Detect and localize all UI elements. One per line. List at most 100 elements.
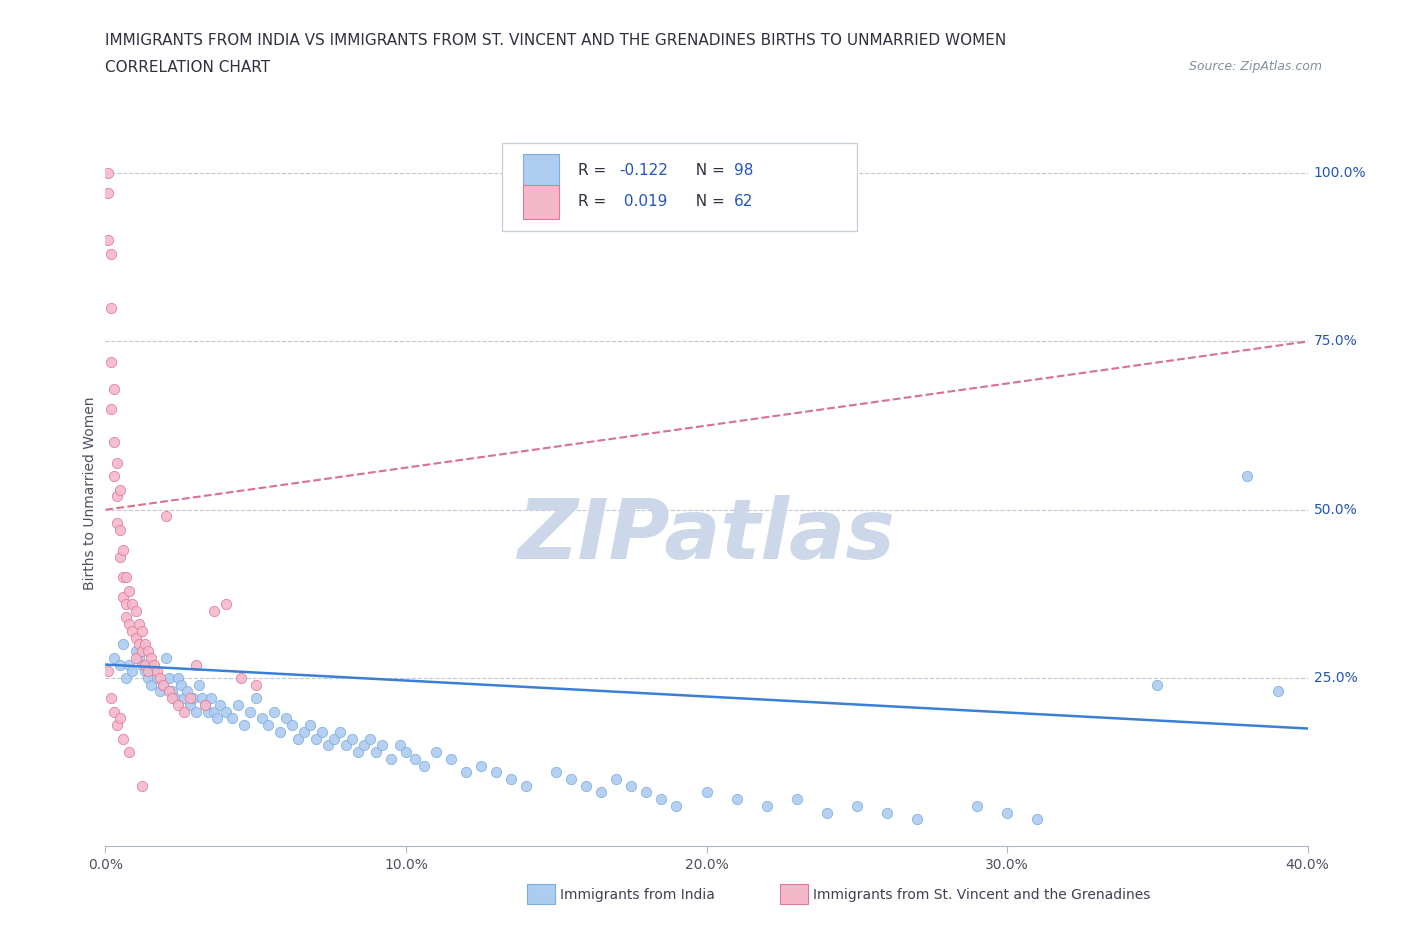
Point	[100, 691, 122, 706]
Text: N =: N =	[686, 194, 730, 209]
Point	[173, 704, 195, 719]
Point	[311, 724, 333, 739]
Text: R =: R =	[578, 163, 612, 179]
FancyBboxPatch shape	[502, 143, 856, 232]
Point	[112, 731, 135, 746]
Point	[97, 664, 120, 679]
Point	[214, 596, 236, 611]
Point	[281, 718, 304, 733]
Point	[107, 516, 129, 531]
Point	[425, 745, 447, 760]
Point	[347, 745, 370, 760]
Point	[131, 644, 153, 658]
Point	[110, 523, 132, 538]
Point	[995, 805, 1018, 820]
Text: 25.0%: 25.0%	[1313, 671, 1357, 685]
Point	[103, 650, 125, 665]
Point	[128, 617, 150, 631]
Point	[214, 704, 236, 719]
Point	[353, 737, 375, 752]
Point	[115, 610, 138, 625]
Point	[263, 704, 285, 719]
Point	[124, 604, 146, 618]
Point	[575, 778, 598, 793]
Point	[142, 658, 165, 672]
Point	[128, 650, 150, 665]
Point	[179, 691, 201, 706]
Point	[515, 778, 537, 793]
Point	[145, 671, 167, 685]
Point	[166, 698, 188, 712]
Point	[97, 186, 120, 201]
Point	[121, 596, 143, 611]
Point	[112, 543, 135, 558]
Point	[131, 658, 153, 672]
Point	[139, 650, 162, 665]
Point	[205, 711, 228, 725]
Point	[876, 805, 898, 820]
Point	[110, 711, 132, 725]
Text: CORRELATION CHART: CORRELATION CHART	[105, 60, 270, 75]
Point	[107, 455, 129, 470]
Point	[131, 778, 153, 793]
Text: Immigrants from St. Vincent and the Grenadines: Immigrants from St. Vincent and the Gren…	[813, 887, 1150, 902]
Point	[620, 778, 643, 793]
Point	[181, 691, 204, 706]
Point	[194, 698, 217, 712]
Point	[194, 698, 217, 712]
Point	[200, 691, 222, 706]
Point	[157, 671, 180, 685]
Point	[1146, 677, 1168, 692]
Point	[155, 509, 177, 524]
Point	[142, 664, 165, 679]
Point	[501, 772, 523, 787]
Point	[124, 644, 146, 658]
Point	[546, 764, 568, 779]
Point	[229, 671, 252, 685]
Point	[118, 583, 141, 598]
Point	[292, 724, 315, 739]
Point	[121, 664, 143, 679]
Point	[184, 658, 207, 672]
Text: ZIPatlas: ZIPatlas	[517, 495, 896, 576]
Point	[665, 799, 688, 814]
Point	[359, 731, 381, 746]
Point	[245, 677, 267, 692]
Point	[118, 658, 141, 672]
Point	[157, 684, 180, 699]
Point	[605, 772, 627, 787]
Point	[134, 637, 156, 652]
Text: Source: ZipAtlas.com: Source: ZipAtlas.com	[1188, 60, 1322, 73]
Point	[966, 799, 988, 814]
Point	[136, 644, 159, 658]
Point	[176, 684, 198, 699]
Text: 75.0%: 75.0%	[1313, 335, 1357, 349]
Point	[245, 691, 267, 706]
Point	[197, 704, 219, 719]
Point	[110, 482, 132, 497]
FancyBboxPatch shape	[523, 185, 558, 219]
Point	[160, 691, 183, 706]
Point	[139, 658, 162, 672]
Point	[650, 791, 672, 806]
Point	[485, 764, 508, 779]
Point	[786, 791, 808, 806]
Point	[636, 785, 658, 800]
Point	[110, 658, 132, 672]
Point	[364, 745, 387, 760]
Point	[155, 650, 177, 665]
Point	[110, 550, 132, 565]
Point	[560, 772, 582, 787]
Text: 100.0%: 100.0%	[1313, 166, 1367, 180]
Point	[112, 569, 135, 584]
Point	[100, 300, 122, 315]
Point	[1026, 812, 1049, 827]
Point	[256, 718, 278, 733]
Point	[118, 617, 141, 631]
Point	[239, 704, 262, 719]
Point	[131, 623, 153, 638]
Text: -0.122: -0.122	[619, 163, 668, 179]
Point	[107, 718, 129, 733]
Point	[287, 731, 309, 746]
Point	[440, 751, 463, 766]
